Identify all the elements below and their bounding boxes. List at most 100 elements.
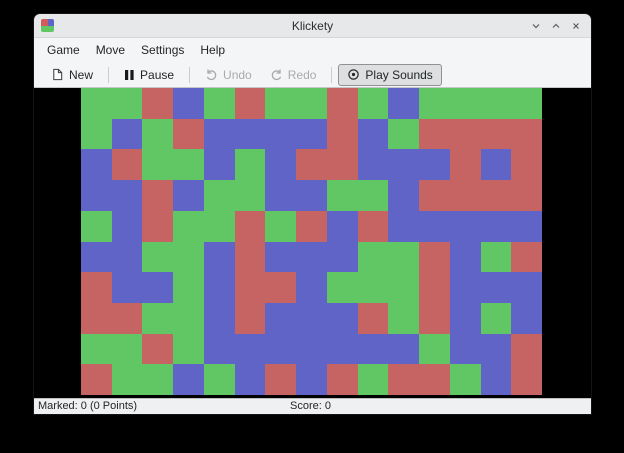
tile[interactable] <box>357 180 389 211</box>
tile[interactable] <box>173 333 204 365</box>
tile[interactable] <box>234 118 266 150</box>
tile[interactable] <box>480 364 512 395</box>
tile[interactable] <box>173 241 204 273</box>
tile[interactable] <box>511 241 542 273</box>
tile[interactable] <box>234 149 266 181</box>
tile[interactable] <box>419 88 450 119</box>
tile[interactable] <box>173 210 204 242</box>
tile[interactable] <box>419 210 450 242</box>
tile[interactable] <box>81 302 112 334</box>
tile[interactable] <box>326 180 358 211</box>
undo-button[interactable]: Undo <box>196 64 261 86</box>
tile[interactable] <box>142 333 174 365</box>
tile[interactable] <box>326 241 358 273</box>
redo-button[interactable]: Redo <box>261 64 326 86</box>
tile[interactable] <box>296 333 327 365</box>
tile[interactable] <box>511 180 542 211</box>
play-sounds-toggle[interactable]: Play Sounds <box>338 63 442 86</box>
tile[interactable] <box>81 364 112 395</box>
maximize-button[interactable] <box>549 19 563 33</box>
tile[interactable] <box>419 364 450 395</box>
tile[interactable] <box>480 149 512 181</box>
tile[interactable] <box>419 333 450 365</box>
tile[interactable] <box>449 210 481 242</box>
tile[interactable] <box>357 272 389 303</box>
tile[interactable] <box>419 272 450 303</box>
tile[interactable] <box>326 302 358 334</box>
tile[interactable] <box>480 88 512 119</box>
tile[interactable] <box>326 210 358 242</box>
tile[interactable] <box>234 88 266 119</box>
menu-settings[interactable]: Settings <box>141 43 185 57</box>
tile[interactable] <box>511 272 542 303</box>
tile[interactable] <box>81 272 112 303</box>
tile[interactable] <box>480 333 512 365</box>
tile[interactable] <box>111 118 143 150</box>
tile[interactable] <box>449 241 481 273</box>
tile[interactable] <box>326 364 358 395</box>
tile[interactable] <box>203 180 235 211</box>
tile[interactable] <box>480 210 512 242</box>
tile[interactable] <box>449 364 481 395</box>
tile[interactable] <box>265 88 297 119</box>
tile[interactable] <box>203 210 235 242</box>
tile[interactable] <box>326 118 358 150</box>
tile[interactable] <box>388 118 420 150</box>
tile[interactable] <box>81 333 112 365</box>
tile[interactable] <box>388 302 420 334</box>
tile[interactable] <box>142 118 174 150</box>
tile[interactable] <box>203 333 235 365</box>
tile[interactable] <box>326 272 358 303</box>
tile[interactable] <box>203 118 235 150</box>
tile[interactable] <box>511 364 542 395</box>
tile[interactable] <box>480 272 512 303</box>
tile[interactable] <box>326 333 358 365</box>
menu-move[interactable]: Move <box>95 43 126 57</box>
tile[interactable] <box>511 118 542 150</box>
tile[interactable] <box>142 272 174 303</box>
tile[interactable] <box>357 210 389 242</box>
tile[interactable] <box>296 118 327 150</box>
tile[interactable] <box>203 364 235 395</box>
tile[interactable] <box>81 241 112 273</box>
tile[interactable] <box>111 272 143 303</box>
tile[interactable] <box>511 88 542 119</box>
tile[interactable] <box>296 241 327 273</box>
tile[interactable] <box>265 210 297 242</box>
tile[interactable] <box>296 272 327 303</box>
tile[interactable] <box>296 302 327 334</box>
tile[interactable] <box>111 88 143 119</box>
tile[interactable] <box>142 210 174 242</box>
tile[interactable] <box>449 272 481 303</box>
tile[interactable] <box>265 302 297 334</box>
tile[interactable] <box>357 302 389 334</box>
tile[interactable] <box>449 180 481 211</box>
tile[interactable] <box>234 180 266 211</box>
tile[interactable] <box>449 88 481 119</box>
tile[interactable] <box>142 241 174 273</box>
tile[interactable] <box>173 302 204 334</box>
tile[interactable] <box>173 118 204 150</box>
tile[interactable] <box>81 210 112 242</box>
tile[interactable] <box>388 180 420 211</box>
tile[interactable] <box>265 272 297 303</box>
tile[interactable] <box>480 241 512 273</box>
tile[interactable] <box>142 149 174 181</box>
tile[interactable] <box>419 241 450 273</box>
tile[interactable] <box>296 149 327 181</box>
tile[interactable] <box>511 149 542 181</box>
close-button[interactable] <box>569 19 583 33</box>
tile[interactable] <box>81 149 112 181</box>
tile[interactable] <box>173 149 204 181</box>
tile[interactable] <box>81 88 112 119</box>
tile[interactable] <box>480 302 512 334</box>
tile[interactable] <box>449 118 481 150</box>
tile[interactable] <box>449 302 481 334</box>
tile[interactable] <box>296 88 327 119</box>
new-button[interactable]: New <box>42 64 102 86</box>
tile[interactable] <box>81 180 112 211</box>
tile[interactable] <box>326 149 358 181</box>
tile[interactable] <box>265 333 297 365</box>
tile[interactable] <box>203 272 235 303</box>
tile[interactable] <box>419 118 450 150</box>
